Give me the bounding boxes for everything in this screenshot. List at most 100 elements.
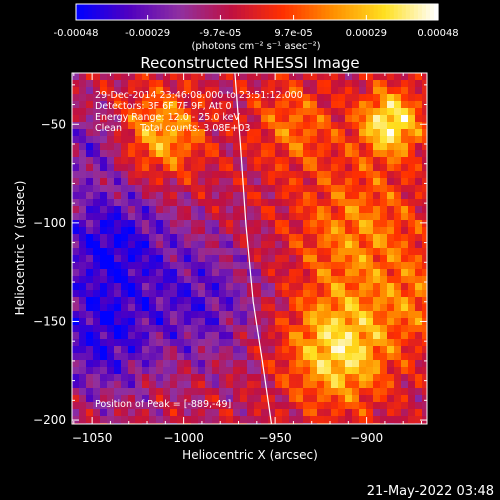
heatmap-cell xyxy=(380,409,388,417)
heatmap-cell xyxy=(107,304,115,312)
colorbar-segment xyxy=(261,4,266,20)
heatmap-cell xyxy=(135,283,143,291)
heatmap-cell xyxy=(373,220,381,228)
heatmap-cell xyxy=(387,213,395,221)
heatmap-cell xyxy=(394,73,402,81)
heatmap-cell xyxy=(415,276,423,284)
heatmap-cell xyxy=(310,269,318,277)
heatmap-cell xyxy=(289,360,297,368)
heatmap-cell xyxy=(275,192,283,200)
heatmap-cell xyxy=(128,213,136,221)
heatmap-cell xyxy=(100,87,108,95)
heatmap-cell xyxy=(373,206,381,214)
heatmap-cell xyxy=(310,206,318,214)
heatmap-cell xyxy=(142,367,150,375)
heatmap-cell xyxy=(338,339,346,347)
colorbar-segment xyxy=(152,4,158,20)
heatmap-cell xyxy=(296,157,304,165)
heatmap-cell xyxy=(415,304,423,312)
heatmap-cell xyxy=(233,171,241,179)
heatmap-cell xyxy=(310,115,318,123)
heatmap-cell xyxy=(415,395,423,403)
heatmap-cell xyxy=(79,374,87,382)
heatmap-cell xyxy=(128,87,136,95)
heatmap-cell xyxy=(128,164,136,172)
heatmap-cell xyxy=(289,409,297,417)
heatmap-cell xyxy=(184,73,192,81)
heatmap-cell xyxy=(163,122,171,130)
heatmap-cell xyxy=(79,255,87,263)
heatmap-cell xyxy=(296,290,304,298)
heatmap-cell xyxy=(205,276,213,284)
heatmap-cell xyxy=(282,73,290,81)
heatmap xyxy=(72,73,427,424)
heatmap-cell xyxy=(401,234,409,242)
heatmap-cell xyxy=(240,395,248,403)
heatmap-cell xyxy=(205,136,213,144)
heatmap-cell xyxy=(135,136,143,144)
heatmap-cell xyxy=(93,94,101,102)
heatmap-cell xyxy=(317,234,325,242)
heatmap-cell xyxy=(261,248,269,256)
heatmap-cell xyxy=(289,248,297,256)
heatmap-cell xyxy=(114,178,122,186)
heatmap-cell xyxy=(254,360,262,368)
heatmap-cell xyxy=(86,122,94,130)
heatmap-cell xyxy=(394,297,402,305)
heatmap-cell xyxy=(219,395,227,403)
heatmap-cell xyxy=(317,248,325,256)
heatmap-cell xyxy=(331,304,339,312)
heatmap-cell xyxy=(289,234,297,242)
heatmap-cell xyxy=(226,213,234,221)
heatmap-cell xyxy=(415,283,423,291)
heatmap-cell xyxy=(366,332,374,340)
heatmap-cell xyxy=(149,206,157,214)
heatmap-cell xyxy=(93,241,101,249)
heatmap-cell xyxy=(317,220,325,228)
heatmap-cell xyxy=(135,164,143,172)
heatmap-cell xyxy=(275,332,283,340)
heatmap-cell xyxy=(142,346,150,354)
heatmap-cell xyxy=(324,402,332,410)
heatmap-cell xyxy=(282,374,290,382)
colorbar-segment xyxy=(136,4,141,20)
heatmap-cell xyxy=(86,101,94,109)
heatmap-cell xyxy=(303,101,311,109)
heatmap-cell xyxy=(135,206,143,214)
heatmap-cell xyxy=(296,185,304,193)
heatmap-cell xyxy=(254,283,262,291)
heatmap-cell xyxy=(191,150,199,158)
heatmap-cell xyxy=(408,353,416,361)
heatmap-cell xyxy=(275,220,283,228)
heatmap-cell xyxy=(212,353,220,361)
heatmap-cell xyxy=(366,227,374,235)
heatmap-cell xyxy=(387,241,395,249)
heatmap-cell xyxy=(373,157,381,165)
heatmap-cell xyxy=(422,360,427,368)
colorbar-segment xyxy=(277,4,282,20)
heatmap-cell xyxy=(184,402,192,410)
colorbar-tick-label: -9.7e-05 xyxy=(199,28,241,39)
heatmap-cell xyxy=(422,332,427,340)
heatmap-cell xyxy=(380,129,388,137)
heatmap-cell xyxy=(205,80,213,88)
heatmap-cell xyxy=(240,339,248,347)
heatmap-cell xyxy=(142,416,150,424)
heatmap-cell xyxy=(275,199,283,207)
heatmap-cell xyxy=(128,381,136,389)
heatmap-cell xyxy=(93,199,101,207)
heatmap-cell xyxy=(401,136,409,144)
heatmap-cell xyxy=(310,339,318,347)
heatmap-cell xyxy=(247,87,255,95)
heatmap-cell xyxy=(296,325,304,333)
heatmap-cell xyxy=(100,192,108,200)
heatmap-cell xyxy=(345,129,353,137)
heatmap-cell xyxy=(268,199,276,207)
heatmap-cell xyxy=(212,304,220,312)
heatmap-cell xyxy=(366,115,374,123)
heatmap-cell xyxy=(275,122,283,130)
heatmap-cell xyxy=(345,143,353,151)
heatmap-cell xyxy=(72,101,80,109)
heatmap-cell xyxy=(317,367,325,375)
heatmap-cell xyxy=(121,227,129,235)
